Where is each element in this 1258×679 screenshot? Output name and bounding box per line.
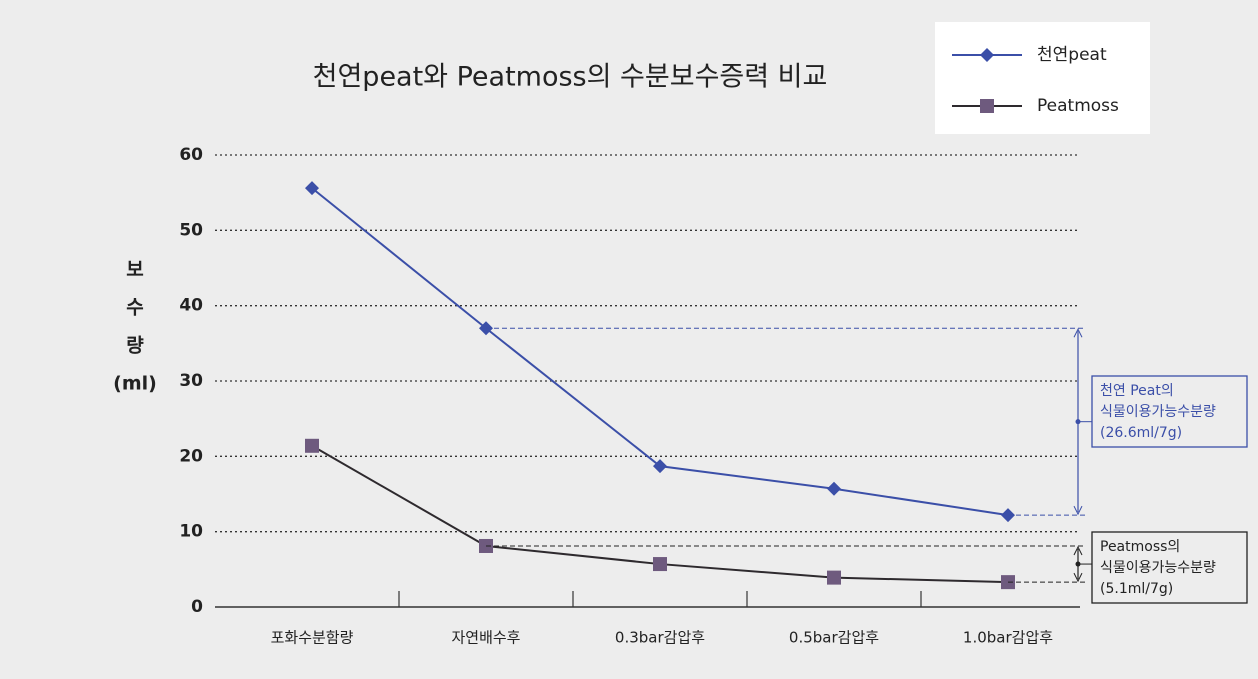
y-tick-label: 50 [179,220,203,240]
x-tick-label: 자연배수후 [451,629,520,647]
y-tick-label: 60 [179,145,203,165]
legend-box [935,22,1150,134]
data-point [305,181,319,196]
legend-label: 천연peat [1037,45,1107,65]
dot [1075,561,1081,567]
annotation-text: 천연 Peat의 [1100,383,1174,399]
y-axis-label: 수 [126,297,143,319]
annotation-text: (5.1ml/7g) [1100,581,1173,597]
annotation-text: 식물이용가능수분량 [1100,404,1216,420]
y-tick-label: 0 [191,597,203,617]
arrow [1073,505,1083,516]
x-tick-label: 0.5bar감압후 [789,629,879,647]
annotation-text: Peatmoss의 [1100,539,1180,555]
annotation-text: 식물이용가능수분량 [1100,560,1216,576]
x-tick-label: 1.0bar감압후 [963,629,1053,647]
data-point [653,557,667,572]
data-point [827,570,841,585]
y-tick-label: 30 [179,371,203,391]
annotation-box [1091,531,1248,604]
legend-label: Peatmoss [1037,96,1119,116]
x-tick-label: 0.3bar감압후 [615,629,705,647]
arrow [1073,545,1083,556]
data-point [827,481,841,496]
y-axis-label: (ml) [113,373,157,395]
annotation-box [1091,375,1248,448]
legend-marker [980,99,994,113]
y-axis-label: 보 [126,259,143,281]
dot [1075,419,1081,425]
y-tick-label: 10 [179,522,203,542]
x-tick-label: 포화수분함량 [271,629,354,647]
annotation-text: (26.6ml/7g) [1100,425,1182,441]
y-tick-label: 40 [179,296,203,316]
arrow [1073,328,1083,338]
data-point [305,438,319,453]
y-axis-label: 량 [126,335,144,357]
data-point [653,459,667,474]
arrow [1073,572,1083,583]
chart-title: 천연peat와 Peatmoss의 수분보수증력 비교 [313,62,828,93]
legend-marker [980,48,994,62]
y-tick-label: 20 [179,446,203,466]
